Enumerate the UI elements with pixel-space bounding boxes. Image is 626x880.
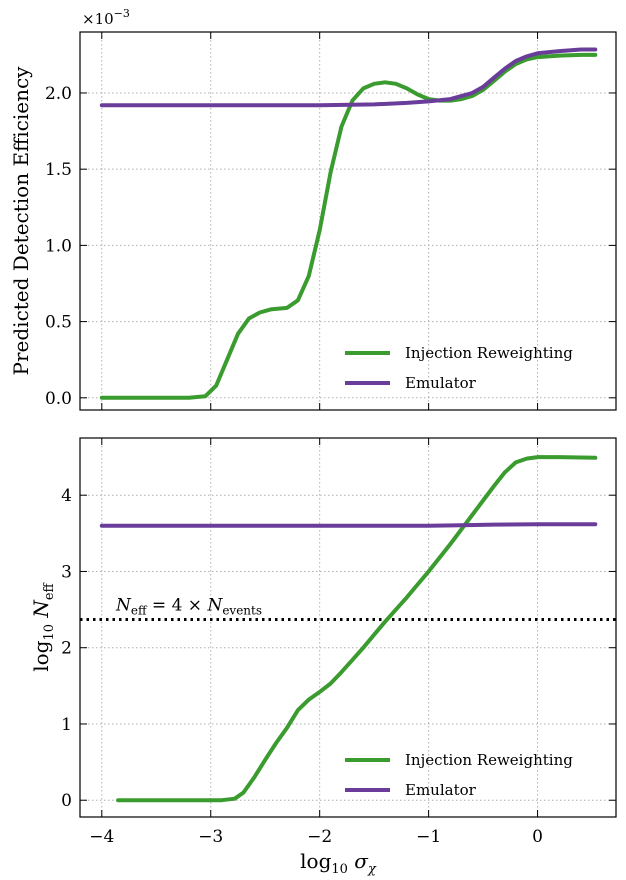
- series-line-emulator: [99, 47, 598, 108]
- series-line-injection-reweighting: [99, 52, 598, 400]
- y-tick-label: 2: [61, 639, 72, 659]
- plot-frame: [79, 437, 617, 818]
- y-axis-label: Predicted Detection Efficiency: [9, 66, 33, 376]
- x-tick-label: 0: [532, 827, 543, 847]
- legend-label: Injection Reweighting: [405, 751, 573, 769]
- y-axis-multiplier: ×10−3: [82, 7, 130, 28]
- y-tick-label: 4: [61, 486, 72, 506]
- y-tick-label: 0.5: [45, 313, 72, 333]
- legend: Injection Reweighting Emulator: [345, 344, 573, 392]
- legend-label: Emulator: [405, 374, 477, 392]
- y-tick-label: 1.5: [45, 160, 72, 180]
- y-tick-label: 0: [61, 791, 72, 811]
- legend-label: Emulator: [405, 781, 477, 799]
- y-tick-label: 3: [61, 562, 72, 582]
- bottom-panel: 0 1 2 3 4 −4 −3 −2 −1 0 Neff = 4 × Nevents Injectio…: [29, 437, 617, 877]
- x-tick-label: −3: [198, 827, 223, 847]
- x-tick-label: −2: [307, 827, 332, 847]
- y-axis-label: log10 Neff: [29, 581, 57, 671]
- top-panel: 0.0 0.5 1.0 1.5 2.0 Injection Reweighting Emul…: [9, 7, 617, 411]
- x-axis-label: log10 σχ: [300, 849, 377, 877]
- y-tick-label: 1.0: [45, 236, 72, 256]
- y-tick-label: 0.0: [45, 389, 72, 409]
- x-tick-label: −4: [89, 827, 114, 847]
- y-tick-label: 2.0: [45, 84, 72, 104]
- legend: Injection Reweighting Emulator: [345, 751, 573, 799]
- series-line-emulator: [99, 522, 598, 528]
- plot-frame: [79, 31, 617, 411]
- legend-label: Injection Reweighting: [405, 344, 573, 362]
- threshold-annotation: Neff = 4 × Nevents: [115, 595, 262, 617]
- series-line-injection-reweighting: [116, 455, 598, 803]
- y-tick-label: 1: [61, 715, 72, 735]
- x-tick-label: −1: [416, 827, 441, 847]
